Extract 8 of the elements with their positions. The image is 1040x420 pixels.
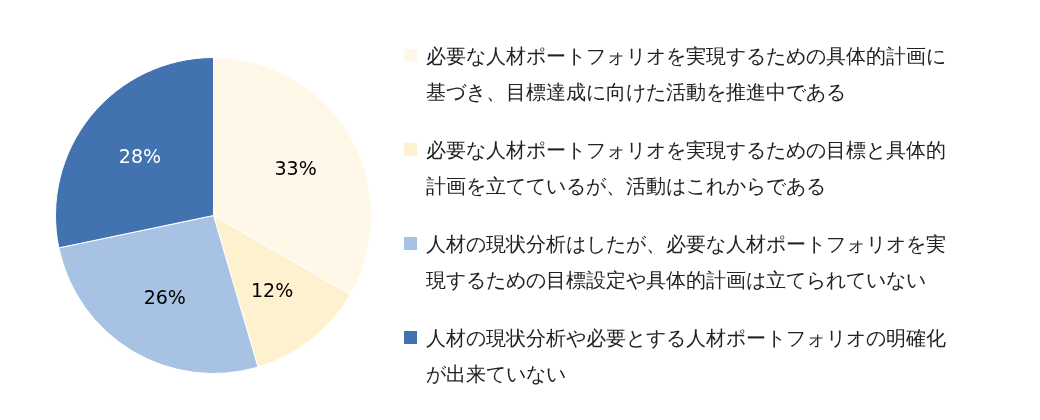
data-label: 26%	[143, 285, 186, 308]
legend-label: 必要な人材ポートフォリオを実現するための目標と具体的計画を立てているが、活動はこれからである	[425, 137, 946, 198]
data-label: 12%	[250, 279, 294, 302]
data-label: 33%	[274, 157, 317, 180]
legend-label: 人材の現状分析や必要とする人材ポートフォリオの明確化が出来ていない	[425, 325, 946, 386]
legend-label: 人材の現状分析はしたが、必要な人材ポートフォリオを実現するための目標設定や具体的計画は立てられていない	[425, 231, 946, 292]
data-label: 28%	[118, 144, 162, 167]
legend-label: 必要な人材ポートフォリオを実現するための具体的計画に基づき、目標達成に向けた活動を推進中である	[425, 43, 946, 104]
